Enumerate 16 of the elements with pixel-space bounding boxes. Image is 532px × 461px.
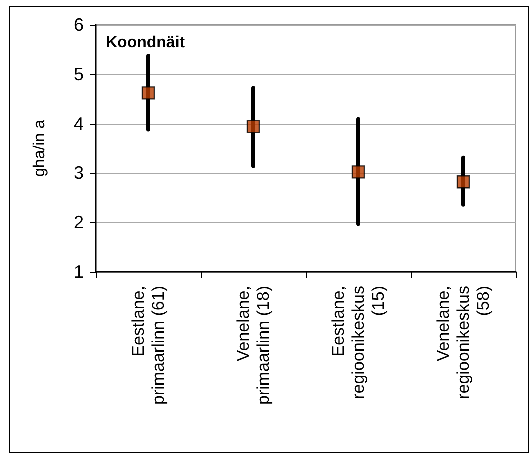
point	[246, 120, 260, 134]
y-tick-label: 1	[74, 262, 84, 282]
y-tick-label: 5	[74, 64, 84, 84]
x-tick-label: Venelane, primaarlinn (18)	[234, 286, 273, 406]
y-axis-title: gha/in a	[32, 120, 48, 177]
y-tick-label: 2	[74, 212, 84, 233]
text: Koondnäit	[106, 34, 186, 52]
x-tick-label: Venelane, regioonikeskus (58)	[434, 286, 493, 400]
point	[142, 86, 156, 100]
y-tick-label: 3	[74, 163, 84, 184]
point	[352, 166, 366, 179]
x-tick-label: Eestlane, primaarlinn (61)	[129, 286, 168, 406]
point	[456, 175, 470, 189]
x-tick-label: Eestlane, regioonikeskus (15)	[329, 286, 388, 400]
y-tick-label: 6	[74, 15, 84, 35]
y-tick-label: 4	[74, 114, 84, 134]
